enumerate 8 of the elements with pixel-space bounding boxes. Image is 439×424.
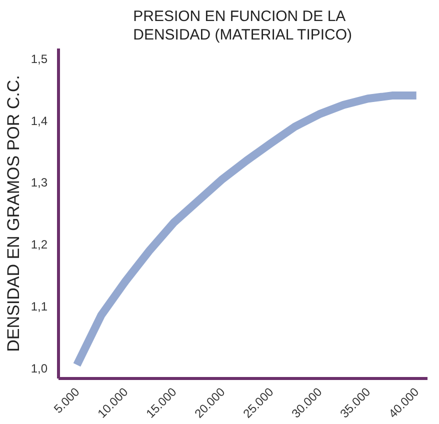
y-tick-label: 1,2 — [30, 238, 48, 252]
y-axis-title: DENSIDAD EN GRAMOS POR C.C. — [4, 75, 23, 352]
y-tick-label: 1,0 — [30, 361, 48, 376]
y-tick-label: 1,3 — [30, 176, 48, 190]
y-tick-label: 1,1 — [30, 300, 48, 314]
y-tick-label: 1,4 — [30, 114, 48, 128]
y-tick-label: 1,5 — [30, 52, 48, 66]
chart-title: PRESION EN FUNCION DE LA DENSIDAD (MATERIAL TIPICO) — [133, 8, 352, 44]
